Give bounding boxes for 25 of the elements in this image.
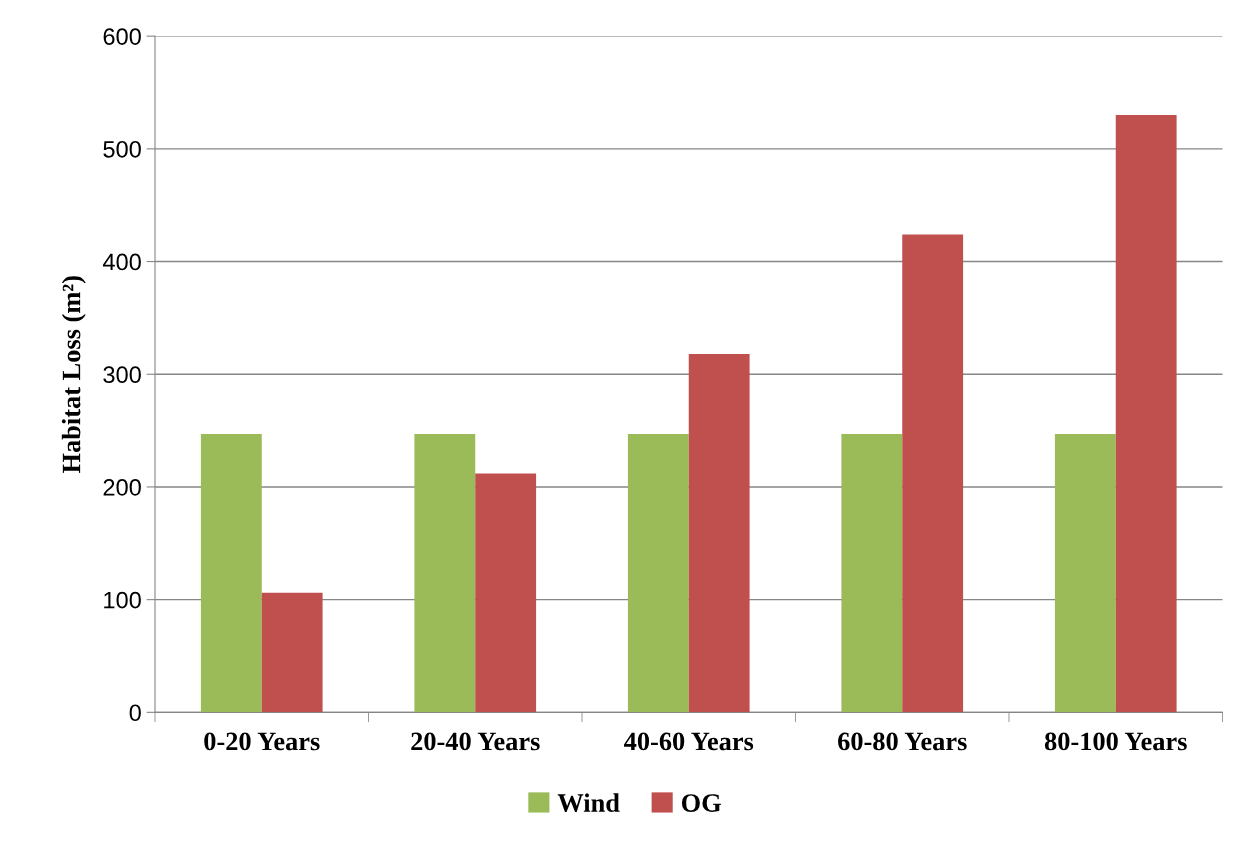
- bar: [1115, 115, 1177, 713]
- x-tick-label: 20-40 Years: [411, 732, 540, 751]
- y-tick-label: 0: [129, 704, 141, 722]
- y-tick-label: 300: [103, 366, 141, 384]
- y-tick-label: 100: [104, 591, 141, 609]
- bar: [475, 473, 537, 713]
- bar: [1054, 433, 1116, 713]
- x-tick-label: 40-60 Years: [624, 732, 754, 751]
- x-tick-label: 60-80 Years: [838, 732, 967, 751]
- bar: [200, 433, 262, 713]
- x-tick-label: 0-20 Years: [204, 732, 320, 751]
- legend-label: Wind: [557, 793, 620, 813]
- y-tick-label: 400: [102, 253, 141, 271]
- y-tick-label: 600: [103, 28, 141, 45]
- y-tick-label: 500: [103, 140, 141, 158]
- bar: [841, 433, 903, 713]
- bar: [261, 592, 323, 713]
- bar: [627, 433, 689, 713]
- bar: [902, 234, 964, 713]
- y-axis-title: Habitat Loss (m²): [61, 276, 86, 474]
- x-tick-label: 80-100 Years: [1044, 732, 1187, 751]
- y-tick-label: 200: [103, 479, 141, 496]
- legend-label: OG: [681, 794, 721, 812]
- bar: [414, 433, 476, 713]
- bar: [688, 353, 750, 713]
